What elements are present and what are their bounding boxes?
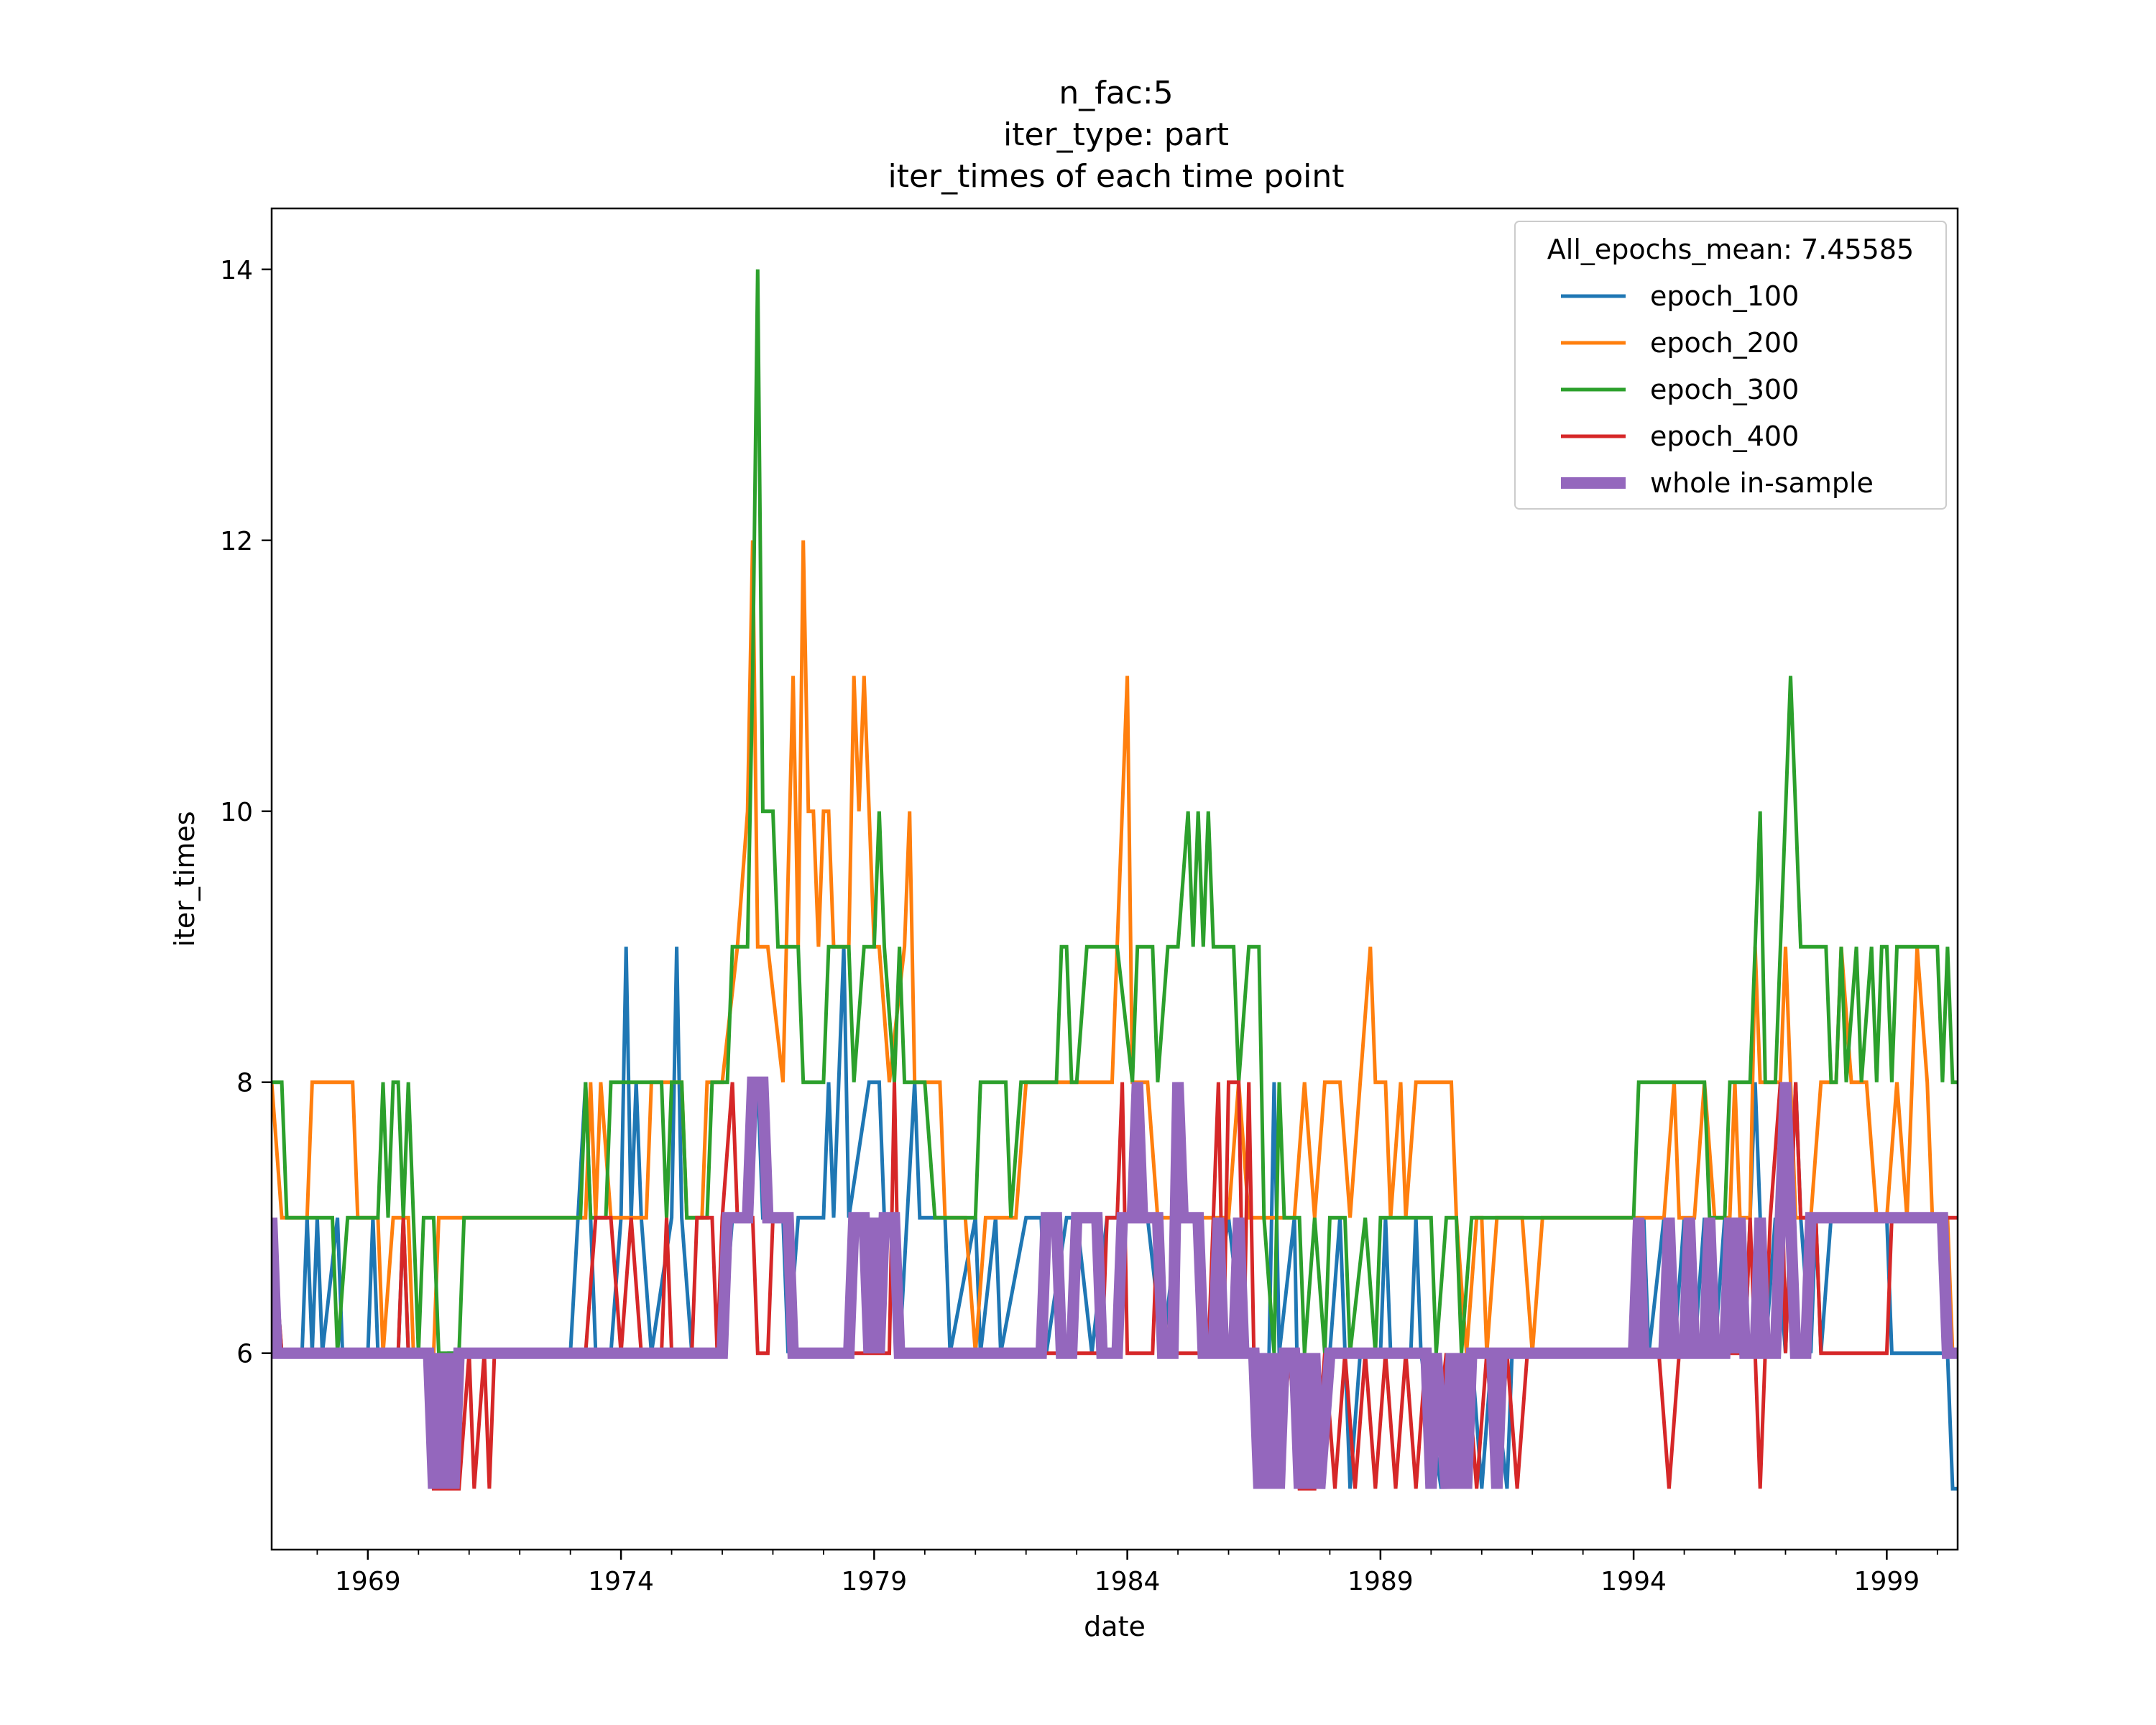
chart-title-line-3: iter_times of each time point — [888, 158, 1344, 195]
legend-title: All_epochs_mean: 7.45585 — [1547, 234, 1914, 265]
y-tick-label: 12 — [220, 527, 253, 556]
x-tick-label: 1999 — [1854, 1567, 1920, 1596]
chart-title-line-2: iter_type: part — [1003, 116, 1229, 153]
y-tick-label: 14 — [220, 256, 253, 285]
y-tick-label: 6 — [236, 1340, 253, 1369]
x-axis: 1969 1974 1979 1984 1989 1994 1999 — [316, 1550, 1938, 1596]
y-axis: 6 8 10 12 14 — [220, 256, 272, 1369]
y-tick-label: 8 — [236, 1069, 253, 1098]
legend: All_epochs_mean: 7.45585 epoch_100epoch_… — [1514, 221, 1947, 510]
y-axis-label: iter_times — [169, 811, 201, 947]
legend-label: whole in-sample — [1650, 467, 1874, 499]
chart-title-line-1: n_fac:5 — [1059, 75, 1173, 111]
x-tick-label: 1994 — [1600, 1567, 1667, 1596]
y-tick-label: 10 — [220, 798, 253, 827]
x-tick-label: 1979 — [842, 1567, 908, 1596]
plot-frame — [270, 207, 1959, 1551]
legend-label: epoch_100 — [1650, 280, 1799, 312]
legend-label: epoch_300 — [1650, 374, 1799, 405]
x-tick-label: 1974 — [588, 1567, 654, 1596]
x-axis-label: date — [1084, 1611, 1146, 1642]
series-line-5 — [272, 1076, 1958, 1489]
series-layer — [272, 269, 1958, 1491]
legend-label: epoch_200 — [1650, 327, 1799, 359]
x-tick-label: 1989 — [1348, 1567, 1414, 1596]
legend-entries: epoch_100 epoch_200 epoch_300 epoch_400whol… — [1561, 280, 1874, 499]
x-tick-label: 1969 — [335, 1567, 401, 1596]
x-tick-label: 1984 — [1095, 1567, 1161, 1596]
legend-label: epoch_400 — [1650, 420, 1799, 452]
